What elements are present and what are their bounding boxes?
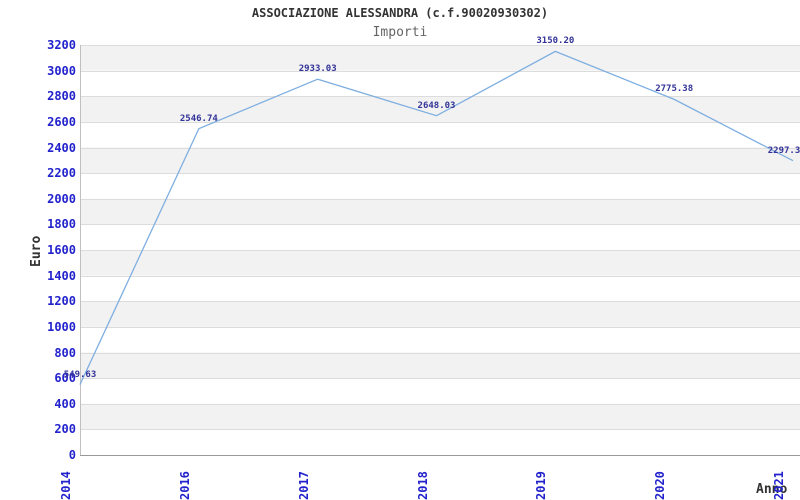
y-tick-label: 400 <box>54 396 76 411</box>
data-point-label: 2297.3 <box>767 145 800 156</box>
data-point-label: 2648.03 <box>417 100 456 111</box>
grid-band <box>80 96 800 122</box>
x-tick-label: 2016 <box>177 471 192 500</box>
y-tick-label: 3000 <box>47 63 76 78</box>
y-tick-label: 1000 <box>47 319 76 334</box>
y-tick-label: 2000 <box>47 191 76 206</box>
grid-band <box>80 352 800 379</box>
data-point-label: 2933.03 <box>298 64 337 75</box>
data-point-label: 2775.38 <box>655 84 694 95</box>
y-tick-label: 3200 <box>47 38 76 52</box>
grid-band <box>80 301 800 327</box>
data-point-label: 549.63 <box>63 369 97 380</box>
y-tick-label: 1400 <box>47 268 76 283</box>
y-tick-label: 0 <box>68 448 76 462</box>
y-tick-label: 1600 <box>47 243 76 257</box>
grid-band <box>80 45 800 71</box>
x-tick-label: 2019 <box>534 471 549 500</box>
data-point-label: 2546.74 <box>179 113 218 124</box>
x-axis-title: Anno <box>756 482 788 497</box>
y-tick-label: 2600 <box>47 114 76 129</box>
x-tick-label: 2020 <box>653 471 668 500</box>
y-tick-label: 1200 <box>47 294 76 309</box>
grid-band <box>80 403 800 430</box>
x-tick-label: 2014 <box>59 471 73 500</box>
x-tick-label: 2021 <box>772 471 786 500</box>
grid-band <box>80 250 800 276</box>
y-tick-label: 2200 <box>47 166 76 181</box>
chart-title: ASSOCIAZIONE ALESSANDRA (c.f.90020930302… <box>251 6 549 20</box>
y-tick-label: 2400 <box>47 140 76 155</box>
x-tick-label: 2018 <box>415 471 430 500</box>
x-tick-label: 2017 <box>296 471 311 500</box>
y-tick-label: 1800 <box>47 217 76 232</box>
y-tick-label: 2800 <box>47 89 76 104</box>
grid-band <box>80 147 800 174</box>
y-tick-label: 600 <box>54 371 76 386</box>
y-tick-label: 200 <box>54 422 76 437</box>
grid-band <box>80 198 800 225</box>
chart-subtitle: Importi <box>372 25 428 40</box>
y-tick-label: 800 <box>54 345 76 360</box>
data-line <box>79 50 794 385</box>
data-point-label: 3150.20 <box>536 36 575 47</box>
